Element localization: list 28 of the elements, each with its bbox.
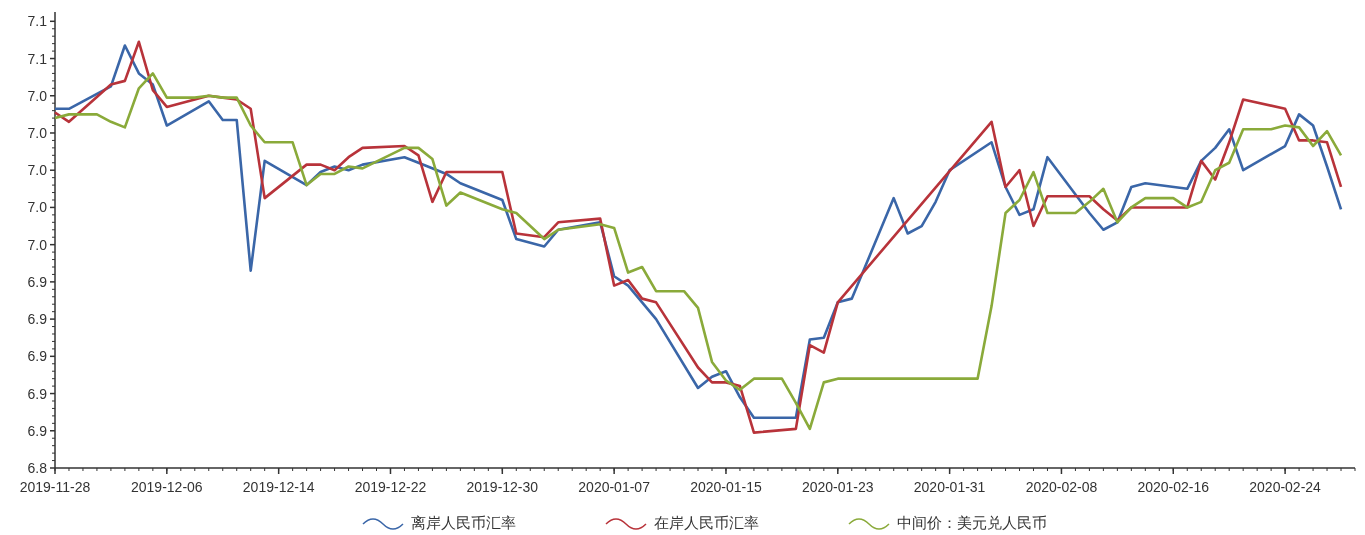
y-tick-label: 6.9 bbox=[27, 385, 48, 402]
y-tick-label: 6.9 bbox=[27, 273, 48, 290]
x-tick-label: 2020-02-16 bbox=[1137, 479, 1210, 495]
x-tick-label: 2019-12-30 bbox=[466, 479, 539, 495]
legend-label: 中间价：美元兑人民币 bbox=[897, 514, 1047, 531]
y-tick-label: 6.9 bbox=[27, 348, 48, 365]
y-tick-label: 6.9 bbox=[27, 422, 48, 439]
x-tick-label: 2019-11-28 bbox=[19, 479, 91, 495]
y-tick-label: 7.1 bbox=[27, 13, 48, 30]
y-tick-label: 6.8 bbox=[27, 460, 48, 476]
y-tick-label: 7.0 bbox=[27, 236, 48, 253]
x-tick-label: 2020-02-08 bbox=[1025, 479, 1098, 495]
x-tick-label: 2020-01-07 bbox=[578, 479, 651, 495]
x-tick-label: 2019-12-06 bbox=[131, 479, 203, 495]
y-tick-label: 6.9 bbox=[27, 311, 48, 328]
x-tick-label: 2020-01-23 bbox=[801, 479, 874, 495]
y-tick-label: 7.0 bbox=[27, 199, 48, 216]
y-tick-label: 7.0 bbox=[27, 124, 48, 141]
y-tick-label: 7.0 bbox=[27, 162, 48, 179]
x-tick-label: 2020-02-24 bbox=[1249, 479, 1322, 495]
legend-label: 在岸人民币汇率 bbox=[654, 514, 759, 531]
x-tick-label: 2020-01-31 bbox=[913, 479, 986, 495]
x-tick-label: 2019-12-22 bbox=[354, 479, 427, 495]
y-tick-label: 7.0 bbox=[27, 87, 48, 104]
x-tick-label: 2020-01-15 bbox=[690, 479, 762, 495]
y-tick-label: 7.1 bbox=[27, 50, 48, 67]
x-tick-label: 2019-12-14 bbox=[242, 479, 315, 495]
legend-label: 离岸人民币汇率 bbox=[411, 514, 516, 531]
